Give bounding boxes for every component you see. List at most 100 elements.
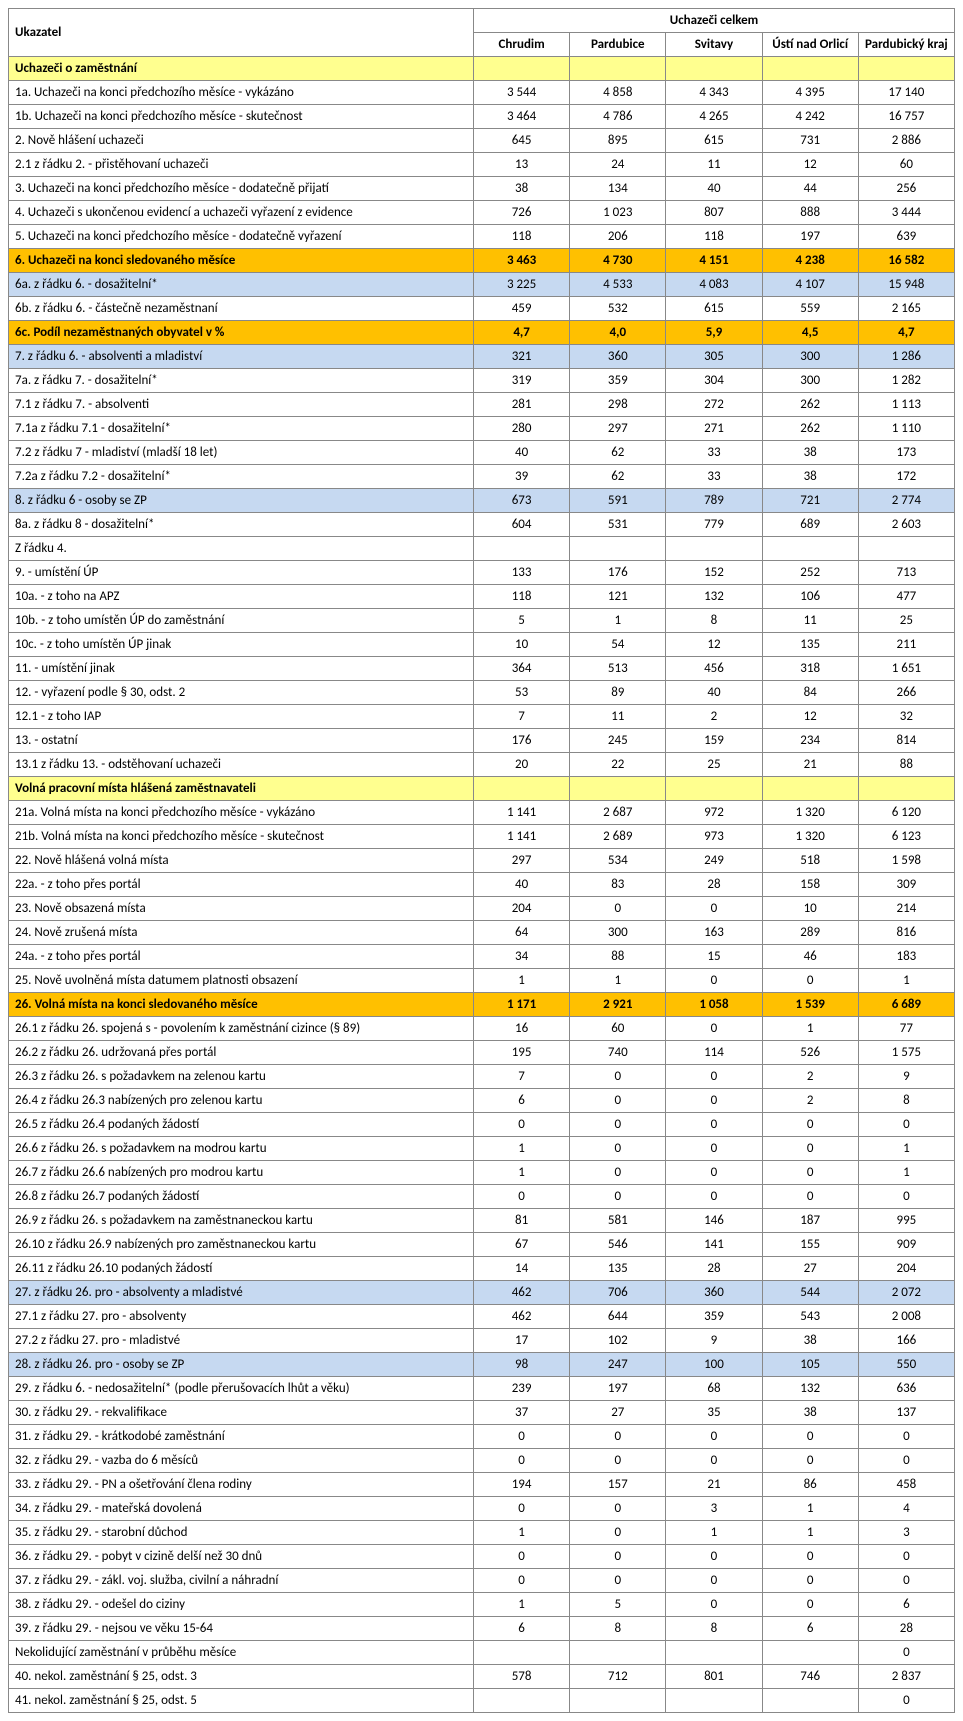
row-value: 206 [570, 225, 666, 249]
row-value: 297 [474, 849, 570, 873]
row-value: 0 [570, 1113, 666, 1137]
row-label: 5. Uchazeči na konci předchozího měsíce … [9, 225, 474, 249]
row-value: 16 757 [858, 105, 954, 129]
table-row: 8. z řádku 6 - osoby se ZP6735917897212 … [9, 489, 955, 513]
row-value: 12 [762, 153, 858, 177]
table-row: 9. - umístění ÚP133176152252713 [9, 561, 955, 585]
row-value [474, 777, 570, 801]
row-value: 173 [858, 441, 954, 465]
row-value: 1 [762, 1017, 858, 1041]
table-row: 21a. Volná místa na konci předchozího mě… [9, 801, 955, 825]
table-row: 2.1 z řádku 2. - přistěhovaní uchazeči13… [9, 153, 955, 177]
row-label: 13. - ostatní [9, 729, 474, 753]
row-label: 2. Nově hlášení uchazeči [9, 129, 474, 153]
row-value: 245 [570, 729, 666, 753]
row-value: 816 [858, 921, 954, 945]
row-value: 10 [474, 633, 570, 657]
row-value [474, 537, 570, 561]
table-row: 7.1a z řádku 7.1 - dosažitelní*280297271… [9, 417, 955, 441]
row-value: 146 [666, 1209, 762, 1233]
row-value: 801 [666, 1665, 762, 1689]
row-value: 0 [762, 1425, 858, 1449]
row-value: 239 [474, 1377, 570, 1401]
table-row: 28. z řádku 26. pro - osoby se ZP9824710… [9, 1353, 955, 1377]
row-label: 27.1 z řádku 27. pro - absolventy [9, 1305, 474, 1329]
row-value: 4 730 [570, 249, 666, 273]
table-row: 1b. Uchazeči na konci předchozího měsíce… [9, 105, 955, 129]
row-value: 9 [666, 1329, 762, 1353]
row-value: 6 120 [858, 801, 954, 825]
row-value: 28 [858, 1617, 954, 1641]
row-value: 0 [474, 1545, 570, 1569]
row-value: 0 [858, 1425, 954, 1449]
row-value: 34 [474, 945, 570, 969]
row-value: 81 [474, 1209, 570, 1233]
row-value: 37 [474, 1401, 570, 1425]
row-value: 67 [474, 1233, 570, 1257]
table-row: 36. z řádku 29. - pobyt v cizině delší n… [9, 1545, 955, 1569]
row-value: 2 687 [570, 801, 666, 825]
row-label: 26.4 z řádku 26.3 nabízených pro zelenou… [9, 1089, 474, 1113]
row-value: 0 [762, 1185, 858, 1209]
row-value: 40 [666, 681, 762, 705]
row-value: 60 [570, 1017, 666, 1041]
row-label: Volná pracovní místa hlášená zaměstnavat… [9, 777, 474, 801]
row-value: 176 [570, 561, 666, 585]
row-value: 281 [474, 393, 570, 417]
row-value: 0 [666, 1089, 762, 1113]
stats-table: Ukazatel Uchazeči celkem Chrudim Pardubi… [8, 8, 955, 1713]
row-value: 38 [762, 1401, 858, 1425]
row-value: 645 [474, 129, 570, 153]
row-value: 4,7 [858, 321, 954, 345]
row-value: 581 [570, 1209, 666, 1233]
row-value: 2 008 [858, 1305, 954, 1329]
row-value: 706 [570, 1281, 666, 1305]
row-value: 0 [666, 897, 762, 921]
row-value: 133 [474, 561, 570, 585]
row-value: 673 [474, 489, 570, 513]
header-col-chrudim: Chrudim [474, 33, 570, 57]
row-value: 0 [858, 1185, 954, 1209]
row-value: 1 [666, 1521, 762, 1545]
table-row: 10a. - z toho na APZ118121132106477 [9, 585, 955, 609]
row-value: 256 [858, 177, 954, 201]
row-label: 7.1 z řádku 7. - absolventi [9, 393, 474, 417]
row-label: 1a. Uchazeči na konci předchozího měsíce… [9, 81, 474, 105]
row-value: 531 [570, 513, 666, 537]
row-label: 40. nekol. zaměstnání § 25, odst. 3 [9, 1665, 474, 1689]
row-value: 40 [474, 441, 570, 465]
table-row: 6c. Podíl nezaměstnaných obyvatel v %4,7… [9, 321, 955, 345]
row-value [762, 777, 858, 801]
row-value: 118 [666, 225, 762, 249]
table-row: 27. z řádku 26. pro - absolventy a mladi… [9, 1281, 955, 1305]
table-row: 8a. z řádku 8 - dosažitelní*604531779689… [9, 513, 955, 537]
row-label: 10a. - z toho na APZ [9, 585, 474, 609]
row-value: 1 [474, 1593, 570, 1617]
row-label: 26.9 z řádku 26. s požadavkem na zaměstn… [9, 1209, 474, 1233]
row-label: 11. - umístění jinak [9, 657, 474, 681]
row-value: 309 [858, 873, 954, 897]
table-row: 37. z řádku 29. - zákl. voj. služba, civ… [9, 1569, 955, 1593]
row-value: 789 [666, 489, 762, 513]
row-value: 2 [762, 1089, 858, 1113]
row-value: 271 [666, 417, 762, 441]
row-value: 559 [762, 297, 858, 321]
row-value: 2 886 [858, 129, 954, 153]
row-value: 0 [570, 1425, 666, 1449]
row-value: 4 083 [666, 273, 762, 297]
row-value: 11 [762, 609, 858, 633]
row-value: 2 689 [570, 825, 666, 849]
row-label: 26.7 z řádku 26.6 nabízených pro modrou … [9, 1161, 474, 1185]
table-row: 7.2a z řádku 7.2 - dosažitelní*396233381… [9, 465, 955, 489]
row-value: 888 [762, 201, 858, 225]
row-value: 12 [762, 705, 858, 729]
row-value: 1 110 [858, 417, 954, 441]
table-row: 13.1 z řádku 13. - odstěhovaní uchazeči2… [9, 753, 955, 777]
table-row: 3. Uchazeči na konci předchozího měsíce … [9, 177, 955, 201]
table-row: Z řádku 4. [9, 537, 955, 561]
row-value: 740 [570, 1041, 666, 1065]
row-value: 4 242 [762, 105, 858, 129]
row-label: 12. - vyřazení podle § 30, odst. 2 [9, 681, 474, 705]
row-value: 166 [858, 1329, 954, 1353]
row-value [570, 777, 666, 801]
